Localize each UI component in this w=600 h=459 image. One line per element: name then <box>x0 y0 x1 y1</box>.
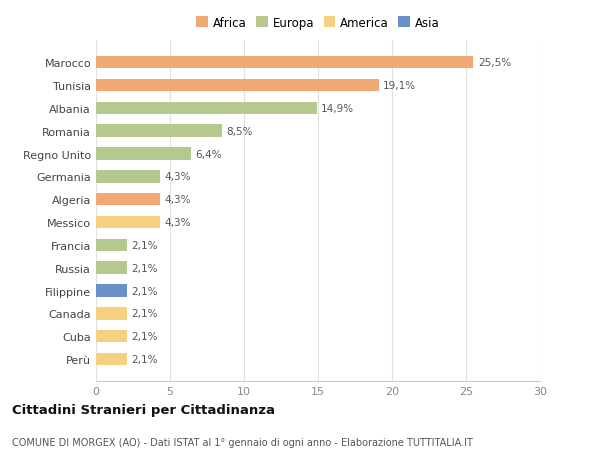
Text: 2,1%: 2,1% <box>131 241 158 250</box>
Text: COMUNE DI MORGEX (AO) - Dati ISTAT al 1° gennaio di ogni anno - Elaborazione TUT: COMUNE DI MORGEX (AO) - Dati ISTAT al 1°… <box>12 437 473 447</box>
Text: 8,5%: 8,5% <box>226 126 253 136</box>
Text: Cittadini Stranieri per Cittadinanza: Cittadini Stranieri per Cittadinanza <box>12 403 275 416</box>
Text: 4,3%: 4,3% <box>164 172 191 182</box>
Bar <box>96 148 191 161</box>
Text: 2,1%: 2,1% <box>131 286 158 296</box>
Text: 2,1%: 2,1% <box>131 263 158 273</box>
Bar <box>96 125 222 138</box>
Text: 2,1%: 2,1% <box>131 354 158 364</box>
Bar <box>96 239 127 252</box>
Bar <box>96 285 127 297</box>
Text: 6,4%: 6,4% <box>195 149 221 159</box>
Bar <box>96 216 160 229</box>
Bar <box>96 262 127 274</box>
Bar <box>96 79 379 92</box>
Bar <box>96 353 127 365</box>
Text: 14,9%: 14,9% <box>321 104 354 113</box>
Legend: Africa, Europa, America, Asia: Africa, Europa, America, Asia <box>194 14 442 32</box>
Text: 19,1%: 19,1% <box>383 81 416 91</box>
Bar <box>96 102 317 115</box>
Bar <box>96 330 127 343</box>
Bar <box>96 57 473 69</box>
Bar <box>96 308 127 320</box>
Text: 2,1%: 2,1% <box>131 331 158 341</box>
Text: 25,5%: 25,5% <box>478 58 511 68</box>
Text: 2,1%: 2,1% <box>131 309 158 319</box>
Bar <box>96 171 160 183</box>
Text: 4,3%: 4,3% <box>164 218 191 228</box>
Bar <box>96 194 160 206</box>
Text: 4,3%: 4,3% <box>164 195 191 205</box>
